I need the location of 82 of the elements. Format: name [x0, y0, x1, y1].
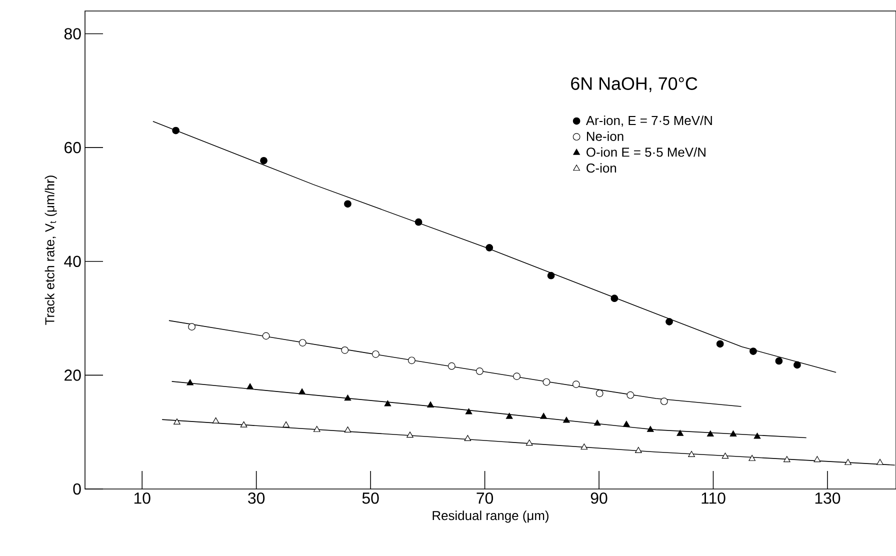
point: [513, 372, 520, 380]
x-tick-label: 130: [815, 492, 840, 504]
point: [596, 390, 604, 398]
y-tick-label: 0: [73, 483, 81, 495]
point: [448, 362, 456, 370]
point: [486, 244, 494, 252]
point: [716, 340, 724, 348]
point: [298, 388, 306, 394]
point: [465, 408, 472, 414]
x-axis-title: Residual range (μm): [432, 510, 548, 523]
point: [580, 444, 588, 450]
line-series: [168, 320, 742, 407]
point: [526, 440, 533, 446]
y-tick-label: 60: [64, 142, 81, 154]
point: [262, 332, 270, 340]
point: [775, 357, 783, 365]
point: [212, 417, 220, 424]
point: [408, 356, 416, 364]
point: [666, 318, 673, 326]
point: [542, 378, 550, 386]
point: [635, 446, 642, 453]
point: [188, 323, 196, 331]
y-axis-title: Track etch rate, V$_{t}$ (μm/hr): [44, 176, 57, 325]
point: [372, 350, 380, 358]
point: [313, 426, 320, 432]
x-tick-label: 90: [590, 492, 608, 504]
point: [506, 412, 513, 419]
legend-label: Ar-ion, E = 7·5 MeV/N: [586, 116, 712, 127]
point: [572, 380, 580, 388]
legend-label: Ne-ion: [586, 131, 624, 141]
point: [750, 348, 757, 355]
point: [427, 401, 434, 408]
point: [754, 432, 761, 439]
point: [414, 218, 422, 226]
point: [186, 379, 194, 386]
point: [722, 452, 729, 459]
point: [344, 200, 352, 208]
point: [344, 426, 352, 432]
x-tick-label: 30: [248, 492, 265, 504]
point: [282, 421, 290, 428]
point: [476, 368, 484, 375]
y-tick-label: 40: [64, 256, 81, 268]
point: [384, 400, 392, 406]
point: [547, 272, 555, 280]
point: [676, 430, 684, 436]
point: [594, 420, 601, 426]
point: [240, 421, 248, 428]
point: [344, 394, 352, 401]
point: [540, 412, 548, 419]
point: [260, 156, 268, 164]
point: [688, 450, 695, 457]
point: [246, 383, 254, 390]
point: [794, 361, 801, 369]
point: [464, 435, 472, 442]
point: [174, 418, 180, 425]
point: [563, 416, 570, 423]
legend-label: C-ion: [586, 163, 616, 173]
point: [341, 346, 349, 354]
point: [730, 430, 737, 436]
point: [706, 430, 714, 436]
x-tick-label: 110: [702, 492, 726, 504]
legend-label: O-ion E = 5·5 MeV/N: [586, 147, 706, 157]
x-tick-label: 50: [362, 492, 379, 504]
point: [660, 398, 668, 406]
point: [844, 458, 852, 465]
point: [814, 456, 821, 462]
point: [172, 126, 180, 134]
y-tick-label: 20: [64, 370, 81, 381]
point: [748, 454, 756, 461]
point: [784, 456, 790, 462]
y-tick-label: 80: [64, 28, 81, 40]
point: [298, 339, 306, 346]
legend-title: 6N NaOH, 70°C: [571, 77, 698, 92]
x-tick-label: 10: [134, 492, 150, 504]
point: [406, 432, 414, 438]
point: [876, 458, 884, 465]
point: [623, 420, 630, 427]
point: [610, 294, 618, 302]
point: [647, 426, 654, 432]
point: [626, 391, 634, 399]
line-series: [171, 381, 807, 438]
x-tick-label: 70: [476, 492, 494, 504]
